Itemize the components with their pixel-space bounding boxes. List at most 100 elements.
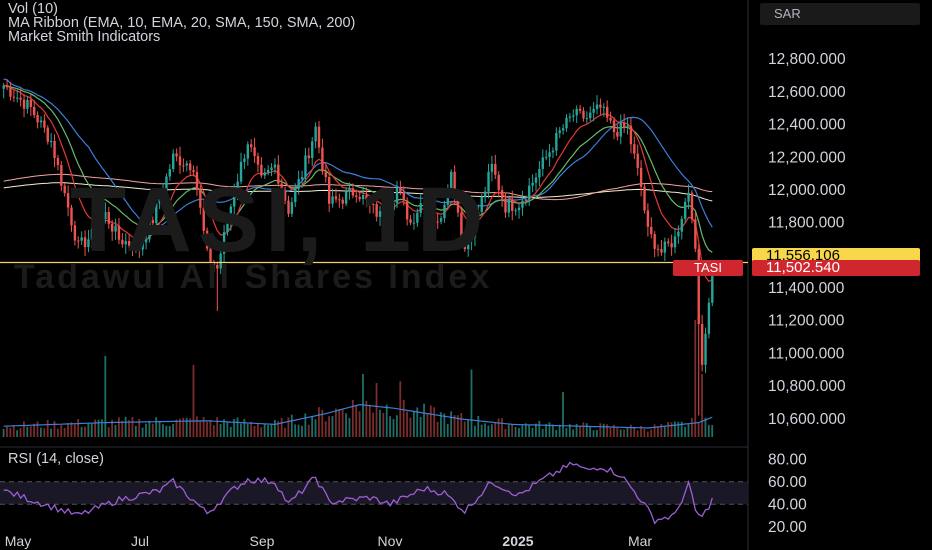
volume-bar xyxy=(694,320,697,437)
candle-body xyxy=(73,225,77,241)
candle-body xyxy=(151,220,155,224)
candle-body xyxy=(188,163,192,171)
volume-bar xyxy=(687,423,690,437)
volume-bar xyxy=(328,416,330,437)
volume-bar xyxy=(50,428,52,437)
candle-body xyxy=(460,212,463,236)
volume-bar xyxy=(331,416,334,437)
candle-body xyxy=(94,229,97,235)
volume-bar xyxy=(290,414,293,437)
candle-body xyxy=(429,205,433,216)
candle-body xyxy=(222,232,226,254)
volume-bar xyxy=(674,421,676,437)
volume-bar xyxy=(565,427,568,437)
volume-bar xyxy=(301,425,303,437)
candle-body xyxy=(653,234,656,249)
volume-bar xyxy=(263,423,266,437)
candle-body xyxy=(670,243,673,248)
volume-bar xyxy=(240,423,242,437)
candle-body xyxy=(287,200,290,214)
volume-bar xyxy=(477,415,480,437)
volume-bar xyxy=(351,399,354,437)
rsi-indicator-label[interactable]: RSI (14, close) xyxy=(8,451,104,467)
volume-bar xyxy=(657,427,659,437)
volume-bar xyxy=(585,423,588,437)
candle-body xyxy=(39,120,43,123)
volume-bar xyxy=(358,411,361,437)
volume-bar xyxy=(111,419,113,437)
price-tick-label: 12,400.000 xyxy=(768,117,846,134)
candle-body xyxy=(538,168,541,178)
volume-bar xyxy=(202,417,205,437)
candle-body xyxy=(141,242,144,250)
candle-body xyxy=(643,186,646,211)
volume-bar xyxy=(436,421,439,437)
candle-body xyxy=(297,179,300,189)
volume-bar xyxy=(355,405,358,437)
candle-body xyxy=(446,194,450,205)
candle-body xyxy=(294,188,297,203)
candle-body xyxy=(100,219,104,227)
candle-body xyxy=(575,108,578,116)
volume-bar xyxy=(246,423,249,437)
candle-body xyxy=(663,241,667,253)
volume-bar xyxy=(535,423,537,437)
volume-bar xyxy=(419,416,422,437)
candle-body xyxy=(585,118,589,120)
volume-bar xyxy=(321,409,324,437)
candle-body xyxy=(565,117,568,129)
volume-bar xyxy=(175,419,178,437)
candle-body xyxy=(283,190,287,201)
candle-body xyxy=(497,174,500,191)
volume-bar xyxy=(195,416,198,437)
candle-body xyxy=(568,116,572,118)
candle-body xyxy=(534,177,538,183)
candle-body xyxy=(175,153,178,157)
candle-body xyxy=(270,167,273,170)
market-smith-indicator-label[interactable]: Market Smith Indicators xyxy=(8,29,161,45)
volume-bar xyxy=(558,424,561,437)
volume-bar xyxy=(453,415,456,437)
volume-bar xyxy=(531,427,534,437)
candle-body xyxy=(690,192,694,220)
candle-body xyxy=(66,193,70,208)
candle-body xyxy=(500,190,504,199)
volume-bar xyxy=(643,429,646,437)
volume-bar xyxy=(12,425,15,437)
candle-body xyxy=(361,195,365,200)
volume-pane xyxy=(2,320,714,437)
candle-body xyxy=(470,237,473,241)
candle-body xyxy=(121,239,124,245)
candle-body xyxy=(650,226,653,235)
volume-bar xyxy=(572,429,575,437)
volume-bar xyxy=(19,428,22,437)
candle-body xyxy=(87,239,90,248)
watermark-symbol: TASI, 1D xyxy=(70,169,490,271)
volume-bar xyxy=(23,421,25,437)
candle-body xyxy=(463,235,466,250)
volume-bar xyxy=(104,356,107,437)
candle-body xyxy=(195,172,199,190)
vol-indicator-label[interactable]: Vol (10) xyxy=(8,1,58,17)
candle-body xyxy=(192,170,195,173)
time-tick-label: May xyxy=(5,533,31,549)
candle-body xyxy=(477,211,480,217)
volume-bar xyxy=(334,408,337,437)
time-tick-label: Sep xyxy=(250,533,275,549)
volume-bar xyxy=(73,424,76,437)
volume-bar xyxy=(151,423,154,437)
volume-bar xyxy=(168,425,171,437)
candle-body xyxy=(178,156,182,166)
candle-body xyxy=(12,96,16,98)
currency-label[interactable]: SAR xyxy=(760,3,920,25)
candle-body xyxy=(185,163,188,166)
volume-bar xyxy=(324,421,327,437)
volume-bar xyxy=(70,422,73,437)
candle-body xyxy=(365,195,368,200)
volume-bar xyxy=(697,423,700,437)
volume-bar xyxy=(490,424,493,437)
candle-body xyxy=(517,207,521,211)
ma-ribbon-indicator-label[interactable]: MA Ribbon (EMA, 10, EMA, 20, SMA, 150, S… xyxy=(8,15,356,31)
volume-bar xyxy=(443,413,446,437)
